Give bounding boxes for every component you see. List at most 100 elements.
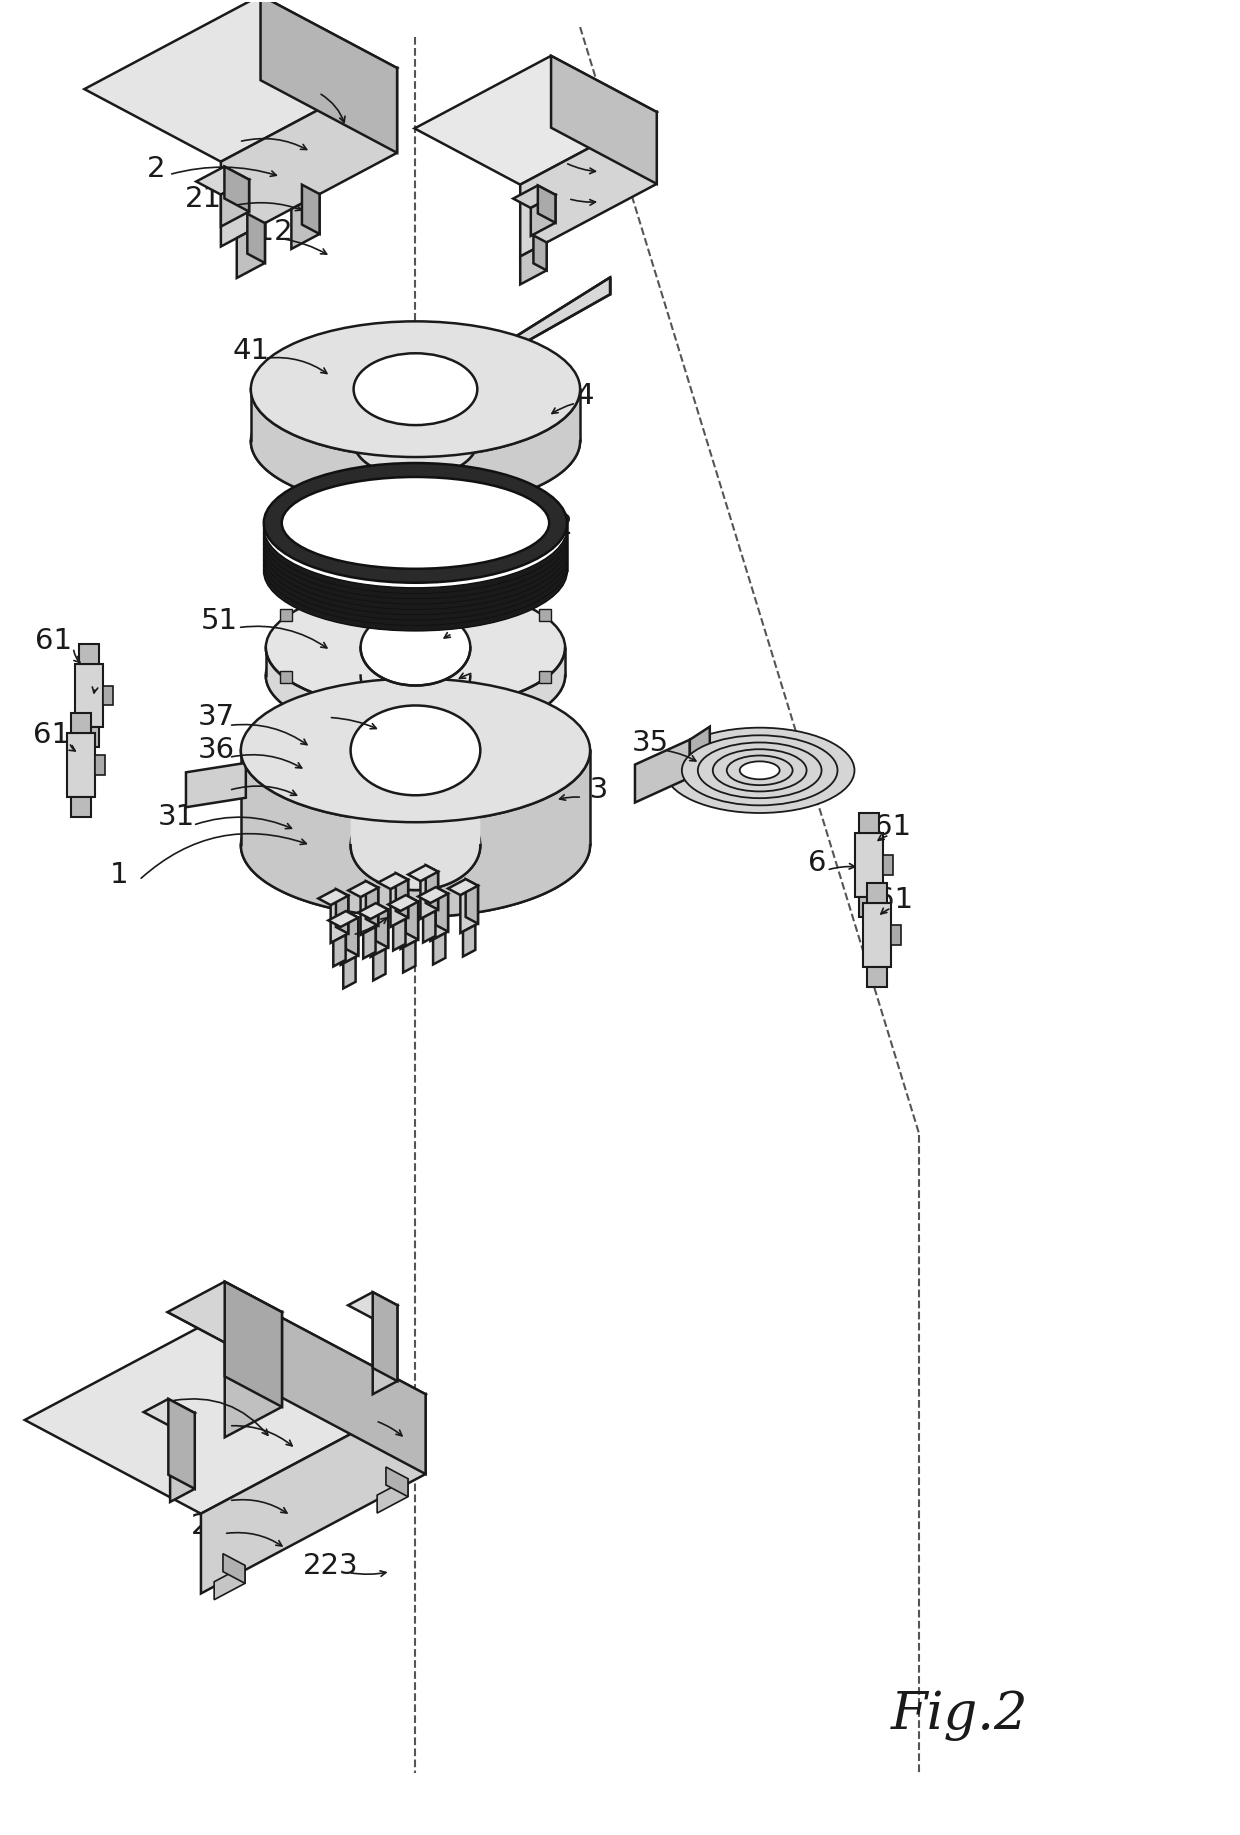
Polygon shape — [366, 881, 378, 925]
Polygon shape — [353, 389, 477, 477]
Text: 52: 52 — [436, 611, 474, 640]
Text: 222: 222 — [332, 1400, 388, 1428]
Polygon shape — [341, 918, 358, 965]
Polygon shape — [247, 213, 265, 262]
Polygon shape — [378, 873, 408, 890]
Ellipse shape — [264, 495, 567, 615]
Polygon shape — [224, 167, 249, 211]
Polygon shape — [403, 941, 415, 973]
Ellipse shape — [698, 743, 822, 798]
Polygon shape — [95, 756, 105, 776]
Ellipse shape — [264, 479, 567, 598]
Ellipse shape — [713, 749, 806, 791]
Polygon shape — [186, 763, 246, 807]
Ellipse shape — [241, 679, 590, 822]
Polygon shape — [539, 609, 551, 620]
Polygon shape — [892, 925, 901, 945]
Polygon shape — [405, 895, 418, 940]
Ellipse shape — [361, 609, 470, 686]
Ellipse shape — [265, 585, 565, 710]
Polygon shape — [635, 740, 689, 802]
Polygon shape — [223, 1554, 246, 1584]
Ellipse shape — [682, 736, 837, 806]
Polygon shape — [539, 670, 551, 683]
Polygon shape — [373, 949, 386, 980]
Ellipse shape — [264, 490, 567, 609]
Polygon shape — [533, 235, 547, 270]
Text: 4: 4 — [575, 382, 594, 411]
Polygon shape — [84, 0, 397, 161]
Polygon shape — [363, 927, 376, 958]
Text: 211: 211 — [185, 185, 241, 213]
Text: 61: 61 — [874, 813, 911, 840]
Polygon shape — [79, 644, 99, 664]
Text: 22: 22 — [191, 1512, 227, 1540]
Polygon shape — [343, 956, 356, 989]
Polygon shape — [25, 1301, 425, 1514]
Polygon shape — [264, 554, 567, 620]
Polygon shape — [71, 796, 92, 817]
Polygon shape — [351, 751, 480, 890]
Ellipse shape — [281, 499, 549, 591]
Polygon shape — [495, 277, 610, 360]
Polygon shape — [319, 890, 348, 905]
Polygon shape — [414, 55, 657, 185]
Polygon shape — [348, 881, 378, 897]
Text: 42: 42 — [537, 512, 574, 539]
Polygon shape — [513, 185, 556, 207]
Ellipse shape — [264, 501, 567, 620]
Polygon shape — [538, 185, 556, 222]
Polygon shape — [448, 879, 477, 895]
Polygon shape — [331, 895, 348, 943]
Polygon shape — [408, 864, 438, 881]
Ellipse shape — [727, 756, 792, 785]
Polygon shape — [377, 1479, 408, 1514]
Ellipse shape — [250, 373, 580, 508]
Text: 51: 51 — [201, 607, 238, 635]
Polygon shape — [221, 68, 397, 246]
Polygon shape — [79, 727, 99, 747]
Polygon shape — [215, 1565, 246, 1600]
Polygon shape — [264, 534, 567, 598]
Text: 41: 41 — [232, 338, 269, 365]
Polygon shape — [169, 1398, 195, 1488]
Polygon shape — [463, 925, 475, 956]
Ellipse shape — [351, 705, 480, 795]
Text: 1: 1 — [110, 861, 129, 890]
Ellipse shape — [241, 773, 590, 918]
Ellipse shape — [740, 762, 780, 780]
Polygon shape — [264, 549, 567, 615]
Ellipse shape — [665, 728, 854, 813]
Text: 2: 2 — [146, 1380, 165, 1407]
Ellipse shape — [264, 473, 567, 593]
Ellipse shape — [264, 468, 567, 587]
Polygon shape — [264, 545, 567, 609]
Polygon shape — [371, 910, 388, 956]
Polygon shape — [224, 1312, 281, 1437]
Polygon shape — [689, 727, 709, 778]
Ellipse shape — [281, 494, 549, 585]
Ellipse shape — [727, 756, 792, 785]
Ellipse shape — [264, 484, 567, 604]
Polygon shape — [221, 180, 249, 226]
Polygon shape — [466, 879, 477, 923]
Text: 32: 32 — [300, 697, 337, 725]
Polygon shape — [521, 242, 547, 284]
Ellipse shape — [713, 749, 806, 791]
Text: 35: 35 — [631, 728, 668, 758]
Ellipse shape — [264, 510, 567, 631]
Ellipse shape — [351, 800, 480, 890]
Polygon shape — [396, 873, 408, 918]
Polygon shape — [76, 664, 103, 727]
Text: 6: 6 — [808, 850, 827, 877]
Ellipse shape — [353, 354, 477, 426]
Text: 213: 213 — [283, 68, 339, 95]
Text: 213: 213 — [527, 143, 583, 171]
Text: 36: 36 — [197, 736, 234, 765]
Text: 5: 5 — [463, 681, 481, 710]
Polygon shape — [264, 560, 567, 626]
Polygon shape — [303, 185, 320, 233]
Polygon shape — [391, 879, 408, 927]
Polygon shape — [420, 872, 438, 919]
Ellipse shape — [361, 637, 470, 714]
